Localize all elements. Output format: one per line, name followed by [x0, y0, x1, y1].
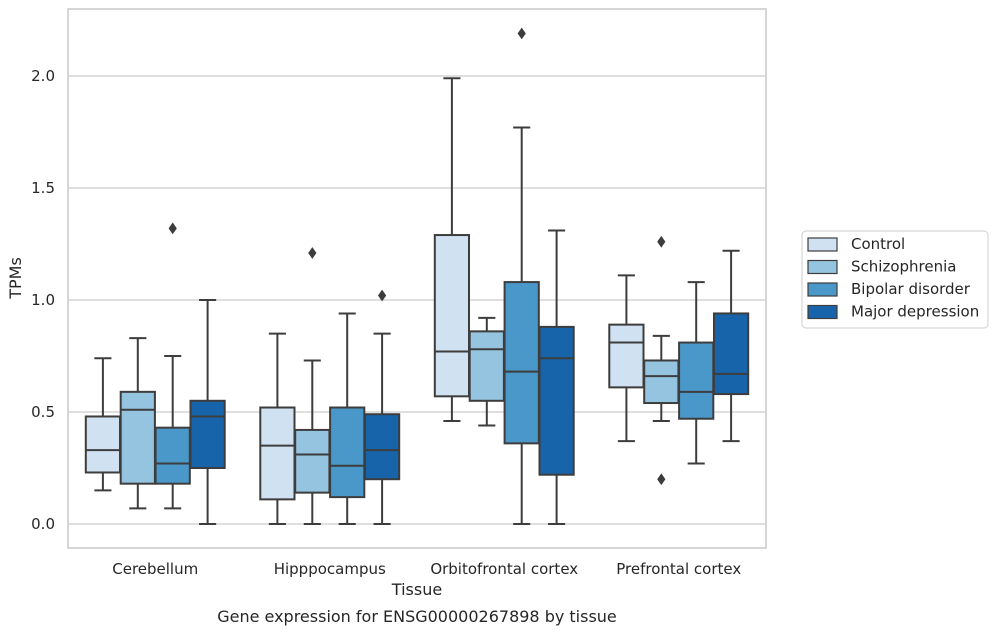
iqr-box — [119, 390, 156, 485]
iqr-box — [538, 325, 575, 476]
iqr-box — [643, 359, 680, 405]
legend-label: Schizophrenia — [851, 258, 956, 276]
box-schizophrenia — [468, 316, 505, 427]
outlier-point — [657, 473, 666, 486]
box-bipolar-disorder — [503, 27, 540, 525]
y-tick-label: 0.5 — [31, 403, 55, 421]
legend-swatch — [807, 282, 838, 297]
iqr-box — [503, 281, 540, 445]
legend-label: Control — [851, 235, 905, 253]
iqr-box — [712, 312, 750, 396]
iqr-box — [294, 428, 331, 494]
x-tick-label: Orbitofrontal cortex — [430, 560, 578, 578]
plot-frame — [67, 8, 767, 549]
y-tick-label: 1.5 — [31, 179, 55, 197]
legend-frame — [801, 230, 989, 329]
iqr-box — [433, 234, 471, 398]
box-major-depression — [712, 249, 750, 443]
box-major-depression — [363, 289, 401, 525]
y-axis-title: TPMs — [6, 257, 25, 300]
legend-label: Major depression — [851, 303, 979, 321]
x-tick-labels: Cerebellum Hipppocampus Orbitofrontal cort… — [112, 560, 741, 578]
outlier-point — [657, 235, 666, 248]
box-schizophrenia — [643, 235, 680, 486]
legend-swatch — [807, 237, 838, 252]
outlier-point — [377, 289, 387, 302]
iqr-box — [363, 413, 401, 481]
iqr-box — [259, 406, 296, 501]
box-schizophrenia — [119, 337, 156, 510]
x-tick-label: Cerebellum — [112, 560, 198, 578]
iqr-box — [468, 330, 505, 402]
box-bipolar-disorder — [154, 222, 191, 510]
gridlines — [68, 75, 766, 525]
x-axis-title: Tissue — [391, 580, 442, 599]
iqr-box — [678, 341, 715, 420]
box-major-depression — [189, 299, 226, 525]
y-tick-label: 0.0 — [31, 515, 55, 533]
boxes-layer — [84, 27, 750, 525]
x-tick-label: Prefrontal cortex — [616, 560, 741, 578]
box-bipolar-disorder — [678, 281, 715, 465]
box-control — [433, 77, 471, 422]
y-tick-labels: 0.0 0.5 1.0 1.5 2.0 — [31, 67, 55, 533]
legend-label: Bipolar disorder — [851, 280, 971, 298]
y-tick-label: 1.0 — [31, 291, 55, 309]
y-tick-label: 2.0 — [31, 67, 55, 85]
box-major-depression — [538, 229, 575, 525]
iqr-box — [608, 323, 645, 389]
iqr-box — [84, 415, 122, 474]
outlier-point — [168, 222, 177, 235]
outlier-point — [308, 247, 317, 259]
legend: Control Schizophrenia Bipolar disorder Majo… — [801, 230, 989, 329]
box-control — [259, 332, 296, 525]
box-schizophrenia — [294, 247, 331, 525]
chart-title: Gene expression for ENSG00000267898 by t… — [217, 607, 617, 626]
legend-swatch — [807, 259, 838, 275]
outlier-point — [517, 27, 526, 40]
x-tick-label: Hipppocampus — [274, 560, 386, 578]
iqr-box — [154, 426, 191, 485]
box-control — [608, 274, 645, 443]
iqr-box — [189, 399, 226, 469]
legend-swatch — [807, 304, 838, 320]
box-control — [84, 357, 122, 492]
iqr-box — [329, 406, 366, 499]
